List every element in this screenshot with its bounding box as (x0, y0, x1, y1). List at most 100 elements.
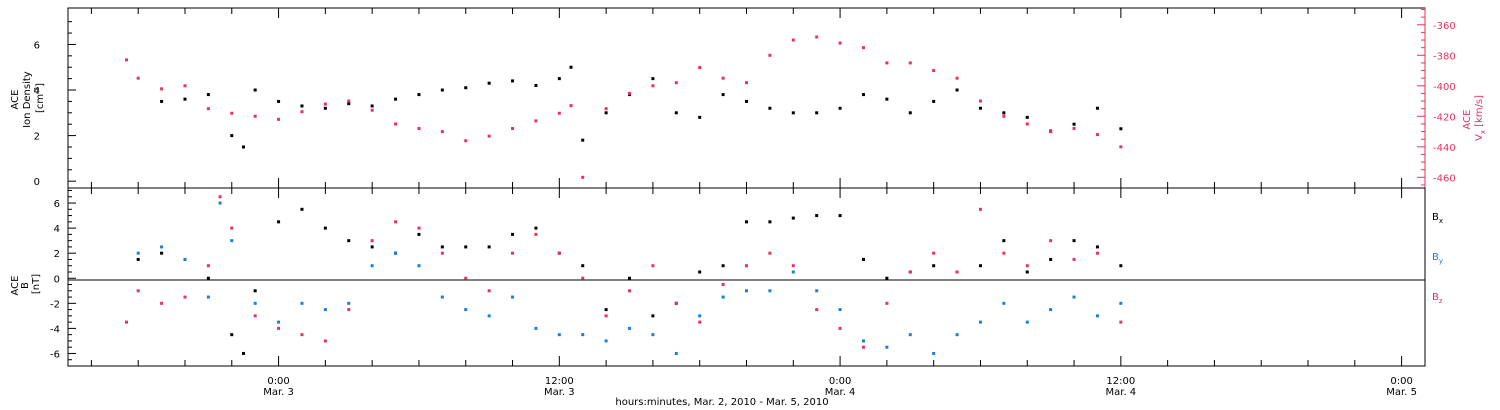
data-point-pink (885, 61, 889, 65)
data-point-pink (861, 345, 865, 349)
data-point-pink (277, 326, 281, 330)
data-point-blue (206, 295, 210, 299)
data-point-pink (768, 251, 772, 255)
data-point-pink (557, 251, 561, 255)
field-axis-title-line1: ACE (10, 276, 21, 296)
data-point-pink (253, 314, 257, 318)
data-point-pink (581, 276, 585, 280)
date-tick-label: Mar. 3 (544, 387, 575, 398)
data-point-black (347, 239, 351, 243)
data-point-black (230, 134, 234, 138)
data-point-blue (370, 264, 374, 268)
data-point-black (651, 314, 655, 318)
data-point-blue (277, 320, 281, 324)
data-point-black (277, 99, 281, 103)
data-point-black (230, 333, 234, 337)
data-point-pink (815, 35, 819, 39)
data-point-blue (1072, 295, 1076, 299)
data-point-blue (464, 308, 468, 312)
data-point-blue (440, 295, 444, 299)
velocity-tick-label: -420 (1433, 112, 1456, 123)
data-point-black (768, 220, 772, 224)
field-tick-label: 4 (54, 224, 60, 235)
data-point-pink (838, 41, 842, 45)
field-tick-label: 2 (54, 249, 60, 260)
data-point-pink (628, 91, 632, 95)
data-point-black (347, 102, 351, 106)
data-point-blue (698, 314, 702, 318)
data-point-blue (1002, 301, 1006, 305)
data-point-black (206, 93, 210, 97)
data-point-pink (417, 226, 421, 230)
data-point-pink (955, 270, 959, 274)
data-point-pink (1072, 127, 1076, 131)
data-point-pink (511, 251, 515, 255)
data-point-black (721, 264, 725, 268)
data-point-black (160, 251, 164, 255)
density-unit-sup: -3 (33, 87, 41, 94)
data-point-pink (932, 69, 936, 73)
field-tick-label: -4 (50, 324, 60, 335)
data-point-pink (628, 289, 632, 293)
data-point-pink (651, 84, 655, 88)
data-point-black (604, 308, 608, 312)
legend-bx: Bx (1432, 212, 1443, 225)
time-tick-label: 12:00 (545, 376, 574, 387)
density-axis-title-line1: ACE (10, 90, 21, 110)
legend-bz-main: B (1432, 292, 1439, 303)
data-point-black (698, 115, 702, 119)
data-point-pink (323, 102, 327, 106)
density-axis-ticks: 0 2 4 6 (34, 21, 76, 188)
time-axis-title: hours:minutes, Mar. 2, 2010 - Mar. 5, 20… (615, 397, 828, 408)
density-tick-label: 2 (34, 132, 40, 143)
data-point-pink (230, 111, 234, 115)
velocity-axis-ticks: -460 -440 -420 -400 -380 -360 (1417, 8, 1456, 188)
data-point-pink (440, 130, 444, 134)
density-axis-title-line2: Ion Density (22, 71, 33, 128)
velocity-axis-title-line2: Vx [km/s] (1474, 95, 1487, 141)
data-point-pink (534, 232, 538, 236)
legend-bx-sub: x (1439, 217, 1443, 225)
data-point-black (978, 106, 982, 110)
data-point-black (511, 232, 515, 236)
data-point-pink (487, 134, 491, 138)
data-point-black (183, 97, 187, 101)
data-point-pink (1119, 320, 1123, 324)
data-point-black (534, 226, 538, 230)
legend-bz-sub: z (1439, 297, 1443, 305)
bottom-panel-frame (67, 187, 1426, 367)
data-point-pink (370, 239, 374, 243)
data-point-blue (394, 251, 398, 255)
data-point-pink (557, 111, 561, 115)
data-point-black (978, 264, 982, 268)
data-point-black (160, 99, 164, 103)
data-point-pink (1049, 130, 1053, 134)
data-point-black (487, 245, 491, 249)
data-point-blue (978, 320, 982, 324)
data-point-blue (768, 289, 772, 293)
data-point-pink (721, 283, 725, 287)
data-point-blue (160, 245, 164, 249)
data-point-blue (651, 333, 655, 337)
date-tick-label: Mar. 4 (1106, 387, 1137, 398)
legend-by-sub: y (1439, 257, 1443, 265)
data-point-black (277, 220, 281, 224)
data-point-blue (908, 333, 912, 337)
data-point-black (838, 214, 842, 218)
data-point-blue (534, 326, 538, 330)
data-point-pink (698, 65, 702, 69)
data-point-pink (1072, 257, 1076, 261)
data-point-black (838, 106, 842, 110)
data-point-black (885, 97, 889, 101)
data-point-pink (651, 264, 655, 268)
data-point-pink (932, 251, 936, 255)
data-point-blue (791, 270, 795, 274)
velocity-axis-title: ACE Vx [km/s] (1462, 95, 1487, 141)
data-point-pink (1002, 251, 1006, 255)
data-point-black (1002, 111, 1006, 115)
data-point-black (370, 245, 374, 249)
data-point-pink (674, 81, 678, 85)
data-point-pink (218, 195, 222, 199)
data-point-black (861, 93, 865, 97)
data-point-pink (768, 53, 772, 57)
